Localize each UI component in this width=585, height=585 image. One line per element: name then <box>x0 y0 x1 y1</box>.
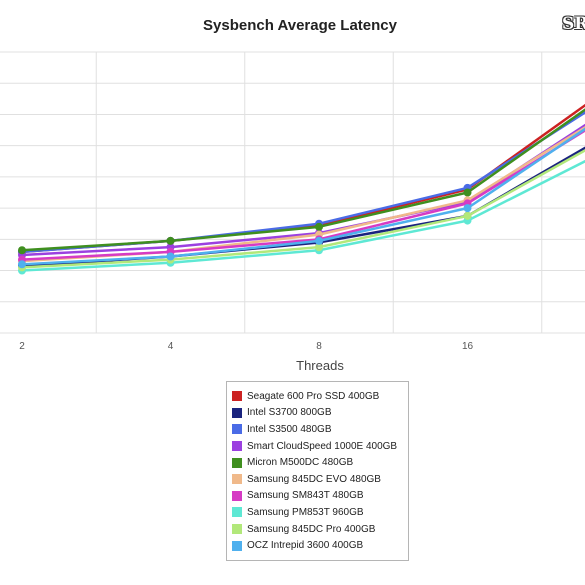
legend-swatch <box>232 391 242 402</box>
legend-item: Samsung 845DC EVO 480GB <box>232 471 408 488</box>
data-point <box>315 236 323 245</box>
legend-label: Smart CloudSpeed 1000E 400GB <box>247 440 398 452</box>
data-point <box>463 188 472 197</box>
legend-swatch <box>232 507 242 518</box>
legend-item: OCZ Intrepid 3600 400GB <box>232 537 408 554</box>
legend-label: Samsung 845DC Pro 400GB <box>247 523 376 535</box>
storagereview-logo: SR <box>562 14 585 34</box>
series-line <box>21 149 585 269</box>
legend-label: Samsung PM853T 960GB <box>247 506 364 518</box>
legend-swatch <box>232 540 242 551</box>
legend-item: Micron M500DC 480GB <box>232 454 408 471</box>
chart-legend: Seagate 600 Pro SSD 400GB Intel S3700 800… <box>226 381 409 561</box>
legend-item: Intel S3700 800GB <box>232 405 408 422</box>
legend-swatch <box>232 441 242 452</box>
x-tick-label: 4 <box>168 341 174 352</box>
data-point <box>166 252 175 261</box>
data-point <box>315 222 323 231</box>
legend-label: Samsung SM843T 480GB <box>247 490 364 502</box>
data-point <box>166 236 175 245</box>
data-point <box>18 260 26 269</box>
legend-label: Seagate 600 Pro SSD 400GB <box>247 390 380 402</box>
legend-item: Seagate 600 Pro SSD 400GB <box>232 388 408 405</box>
data-point <box>18 246 26 255</box>
x-axis-label: Threads <box>296 358 344 373</box>
legend-label: Intel S3700 800GB <box>247 407 332 419</box>
legend-item: Samsung PM853T 960GB <box>232 504 408 521</box>
legend-swatch <box>232 474 242 485</box>
legend-label: OCZ Intrepid 3600 400GB <box>247 540 364 552</box>
legend-label: Samsung 845DC EVO 480GB <box>247 473 381 485</box>
x-tick-label: 16 <box>462 341 474 352</box>
legend-swatch <box>232 524 242 535</box>
legend-label: Intel S3500 480GB <box>247 423 332 435</box>
legend-item: Smart CloudSpeed 1000E 400GB <box>232 438 408 455</box>
legend-swatch <box>232 407 242 418</box>
chart-title: Sysbench Average Latency <box>203 17 397 34</box>
x-tick-label: 2 <box>19 341 25 352</box>
legend-swatch <box>232 457 242 468</box>
x-tick-label: 8 <box>316 341 322 352</box>
data-point <box>463 204 472 213</box>
data-point <box>463 211 472 220</box>
data-point <box>315 243 323 252</box>
legend-swatch <box>232 424 242 435</box>
legend-item: Samsung 845DC Pro 400GB <box>232 521 408 538</box>
legend-swatch <box>232 490 242 501</box>
legend-label: Micron M500DC 480GB <box>247 457 354 469</box>
legend-item: Intel S3500 480GB <box>232 421 408 438</box>
legend-item: Samsung SM843T 480GB <box>232 488 408 505</box>
